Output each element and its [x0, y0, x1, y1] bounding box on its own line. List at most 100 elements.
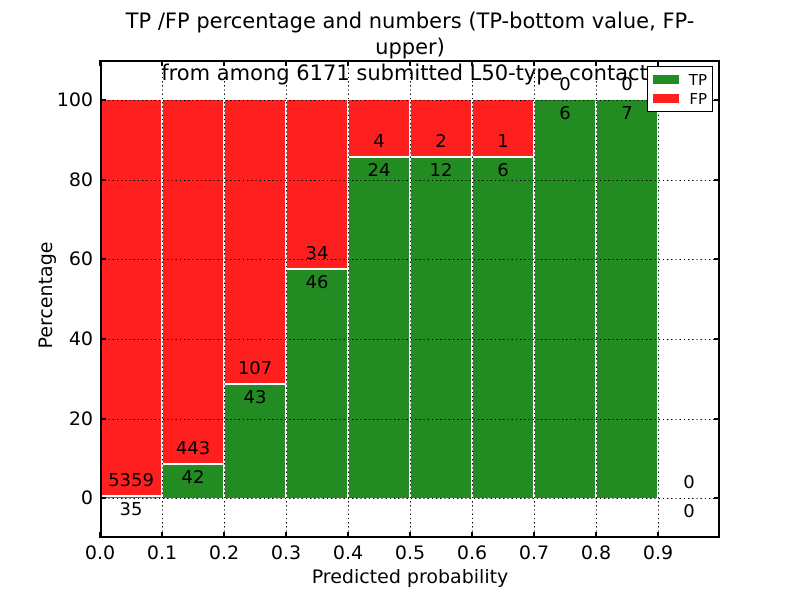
- legend-swatch-fp-icon: [653, 94, 679, 103]
- tp-count-label: 0: [683, 501, 695, 523]
- v-gridline: [658, 60, 659, 538]
- x-tick: [285, 532, 287, 538]
- tp-bar-segment: [286, 269, 348, 499]
- tp-count-label: 6: [559, 102, 571, 124]
- y-tick: [714, 497, 720, 500]
- tp-count-label: 42: [181, 466, 205, 488]
- y-tick: [100, 178, 106, 181]
- tp-bar-segment: [100, 495, 162, 499]
- y-tick-label: 0: [80, 487, 93, 510]
- x-tick: [161, 60, 163, 66]
- x-tick: [161, 532, 163, 538]
- legend-item-fp: FP: [653, 89, 707, 108]
- bar-stack-seam: [348, 155, 410, 158]
- x-axis-label: Predicted probability: [311, 566, 509, 588]
- tp-count-label: 12: [429, 159, 453, 181]
- tp-bar-segment: [224, 383, 286, 499]
- tp-count-label: 46: [305, 272, 329, 294]
- tp-bar-segment: [534, 99, 596, 499]
- bar-stack-seam: [472, 155, 534, 158]
- x-tick: [409, 60, 411, 66]
- fp-count-label: 107: [237, 357, 273, 379]
- x-tick-label: 0.4: [332, 542, 364, 564]
- legend-item-tp: TP: [653, 70, 707, 89]
- tp-count-label: 6: [497, 159, 509, 181]
- fp-count-label: 4: [373, 130, 385, 152]
- y-tick: [714, 258, 720, 261]
- x-tick-label: 0.9: [642, 542, 674, 564]
- fp-bar-segment: [348, 99, 410, 157]
- fp-bar-segment: [100, 99, 162, 496]
- legend-label-tp: TP: [688, 70, 707, 89]
- tp-bar-segment: [596, 99, 658, 499]
- y-tick-label: 80: [68, 168, 93, 191]
- x-tick: [657, 532, 659, 538]
- chart-title: TP /FP percentage and numbers (TP-bottom…: [100, 8, 720, 86]
- fp-bar-segment: [286, 99, 348, 270]
- bar-stack-seam: [286, 268, 348, 271]
- v-gridline: [410, 60, 411, 538]
- tp-bar-segment: [410, 156, 472, 499]
- x-tick: [471, 60, 473, 66]
- x-tick: [223, 60, 225, 66]
- fp-bar-segment: [162, 99, 224, 464]
- x-tick-label: 0.0: [84, 542, 116, 564]
- x-tick: [533, 532, 535, 538]
- v-gridline: [348, 60, 349, 538]
- x-tick: [533, 60, 535, 66]
- tp-bar-segment: [472, 156, 534, 499]
- fp-count-label: 0: [683, 472, 695, 494]
- y-tick: [714, 98, 720, 101]
- fp-count-label: 2: [435, 130, 447, 152]
- x-tick: [657, 60, 659, 66]
- fp-count-label: 443: [175, 437, 211, 459]
- tp-count-label: 24: [367, 159, 391, 181]
- v-gridline: [224, 60, 225, 538]
- fp-count-label: 34: [305, 243, 329, 265]
- tp-bar-segment: [348, 156, 410, 499]
- y-tick-label: 40: [68, 327, 93, 350]
- bar-stack-seam: [100, 494, 162, 497]
- x-tick-label: 0.5: [394, 542, 426, 564]
- fp-count-label: 5359: [108, 469, 154, 491]
- x-tick-label: 0.7: [518, 542, 550, 564]
- y-tick: [714, 417, 720, 420]
- bar-stack-seam: [410, 155, 472, 158]
- tp-bar-segment: [162, 463, 224, 499]
- x-tick-label: 0.3: [270, 542, 302, 564]
- fp-count-label: 1: [497, 130, 509, 152]
- y-tick: [100, 98, 106, 101]
- legend-swatch-tp-icon: [653, 75, 679, 84]
- plot-area: 5359 35 443 42 107 43 34 46 4 24 2 12 1 6 0 6 0 7 0 0: [99, 60, 720, 538]
- v-gridline: [286, 60, 287, 538]
- bar-stack-seam: [224, 382, 286, 385]
- x-tick: [347, 60, 349, 66]
- y-tick-label: 60: [68, 248, 93, 271]
- fp-bar-segment: [472, 99, 534, 157]
- bar-stack-seam: [162, 462, 224, 465]
- v-gridline: [472, 60, 473, 538]
- y-tick: [714, 178, 720, 181]
- fp-count-label: 0: [621, 73, 633, 95]
- x-tick: [223, 532, 225, 538]
- tp-count-label: 43: [243, 386, 267, 408]
- x-tick: [99, 60, 101, 66]
- x-tick: [595, 60, 597, 66]
- x-tick-label: 0.6: [456, 542, 488, 564]
- fp-count-label: 0: [559, 73, 571, 95]
- legend: TP FP: [647, 66, 713, 112]
- y-tick: [100, 497, 106, 500]
- v-gridline: [534, 60, 535, 538]
- x-tick-label: 0.1: [146, 542, 178, 564]
- x-tick-label: 0.2: [208, 542, 240, 564]
- legend-label-fp: FP: [689, 89, 707, 108]
- y-tick: [100, 258, 106, 261]
- y-tick-label: 100: [56, 88, 93, 111]
- y-tick: [714, 337, 720, 340]
- x-tick: [285, 60, 287, 66]
- v-gridline: [596, 60, 597, 538]
- x-tick: [409, 532, 411, 538]
- x-tick: [471, 532, 473, 538]
- x-tick: [347, 532, 349, 538]
